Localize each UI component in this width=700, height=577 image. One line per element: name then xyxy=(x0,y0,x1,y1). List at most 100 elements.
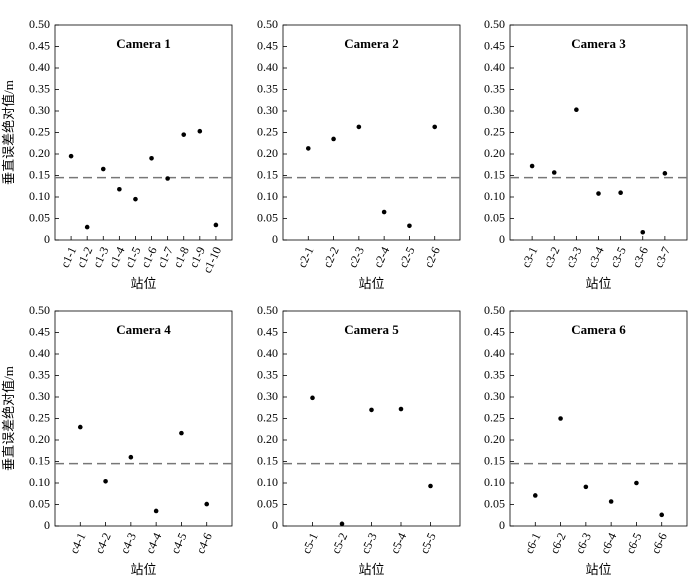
x-axis-label: 站位 xyxy=(130,276,156,291)
y-tick-label: 0.25 xyxy=(257,124,278,138)
y-tick-label: 0.25 xyxy=(484,410,505,424)
y-tick-label: 0.50 xyxy=(257,303,278,317)
point xyxy=(532,493,538,498)
x-tick-label: c2-5 xyxy=(396,245,418,270)
y-tick-label: 0.30 xyxy=(484,103,505,117)
point xyxy=(68,153,74,159)
x-tick-label: c2-2 xyxy=(320,245,342,270)
point xyxy=(165,176,170,181)
y-tick-label: 0.10 xyxy=(484,475,505,489)
y-tick-label: 0.05 xyxy=(257,496,278,510)
plot-frame xyxy=(282,24,461,241)
x-tick-label: c5-4 xyxy=(388,531,410,556)
x-axis-label: 站位 xyxy=(358,276,384,291)
y-tick-label: 0.50 xyxy=(484,303,505,317)
y-tick-label: 0.20 xyxy=(29,146,50,160)
x-tick-label: c6-1 xyxy=(522,531,544,556)
y-tick-label: 0.15 xyxy=(484,453,505,467)
y-tick-label: 0.10 xyxy=(484,189,505,203)
point xyxy=(369,407,374,413)
x-tick-label: c4-6 xyxy=(193,531,215,556)
y-tick-label: 0.50 xyxy=(29,17,50,31)
plot-frame xyxy=(282,310,461,527)
y-tick-label: 0 xyxy=(272,232,278,246)
point xyxy=(432,124,438,130)
point xyxy=(77,424,83,430)
y-tick-label: 0.35 xyxy=(29,367,50,381)
y-tick-label: 0.45 xyxy=(29,324,50,338)
y-tick-label: 0.45 xyxy=(29,38,50,52)
point xyxy=(204,501,210,507)
y-tick-label: 0.20 xyxy=(257,432,278,446)
y-tick-label: 0.05 xyxy=(484,210,505,224)
y-tick-label: 0.35 xyxy=(29,81,50,95)
y-tick-label: 0.35 xyxy=(257,81,278,95)
y-tick-label: 0.35 xyxy=(257,367,278,381)
x-tick-label: c4-3 xyxy=(117,531,139,556)
point xyxy=(181,132,187,137)
y-tick-label: 0.40 xyxy=(484,60,505,74)
y-tick-label: 0.25 xyxy=(29,410,50,424)
y-tick-label: 0.10 xyxy=(29,189,50,203)
y-tick-label: 0.30 xyxy=(29,103,50,117)
point xyxy=(213,222,219,228)
x-tick-label: c6-6 xyxy=(648,531,670,556)
y-tick-label: 0.15 xyxy=(29,167,50,181)
y-tick-label: 0.10 xyxy=(257,189,278,203)
point xyxy=(310,395,315,401)
x-axis-label: 站位 xyxy=(358,562,384,577)
point xyxy=(133,196,138,202)
x-axis-label: 站位 xyxy=(585,562,611,577)
x-tick-label: c5-3 xyxy=(358,531,380,556)
point xyxy=(179,430,184,436)
y-tick-label: 0 xyxy=(499,518,505,532)
x-tick-label: c3-7 xyxy=(651,245,673,270)
y-tick-label: 0.05 xyxy=(257,210,278,224)
point xyxy=(103,478,108,484)
point xyxy=(381,209,387,215)
point xyxy=(128,454,134,460)
point xyxy=(428,483,433,489)
point xyxy=(398,406,404,412)
y-tick-label: 0.40 xyxy=(29,60,50,74)
x-tick-label: c3-2 xyxy=(541,245,563,270)
subplot-title: Camera 4 xyxy=(116,322,171,337)
y-tick-label: 0.30 xyxy=(484,389,505,403)
y-tick-label: 0.25 xyxy=(257,410,278,424)
y-tick-label: 0.35 xyxy=(484,367,505,381)
y-tick-label: 0.30 xyxy=(257,103,278,117)
point xyxy=(583,484,589,490)
x-tick-label: c3-1 xyxy=(519,245,541,270)
y-tick-label: 0.05 xyxy=(29,210,50,224)
x-tick-label: c2-3 xyxy=(345,245,367,270)
point xyxy=(149,156,154,161)
y-tick-label: 0.40 xyxy=(257,346,278,360)
y-tick-label: 0.15 xyxy=(484,167,505,181)
y-tick-label: 0.45 xyxy=(484,38,505,52)
y-tick-label: 0.05 xyxy=(29,496,50,510)
subplot-title: Camera 1 xyxy=(116,36,171,51)
x-tick-label: c2-6 xyxy=(421,245,443,270)
y-tick-label: 0.50 xyxy=(257,17,278,31)
y-tick-label: 0.20 xyxy=(484,146,505,160)
y-tick-label: 0.35 xyxy=(484,81,505,95)
y-tick-label: 0.15 xyxy=(257,453,278,467)
x-tick-label: c3-3 xyxy=(563,245,585,270)
y-tick-label: 0.15 xyxy=(29,453,50,467)
y-tick-label: 0.20 xyxy=(257,146,278,160)
point xyxy=(117,186,122,192)
point xyxy=(197,128,203,134)
y-tick-label: 0.40 xyxy=(484,346,505,360)
y-tick-label: 0.30 xyxy=(257,389,278,403)
x-tick-label: c6-2 xyxy=(547,531,569,556)
point xyxy=(640,229,646,235)
point xyxy=(558,416,563,421)
point xyxy=(529,163,535,169)
point xyxy=(407,223,412,229)
point xyxy=(356,124,362,130)
subplot-title: Camera 5 xyxy=(344,322,399,337)
y-tick-label: 0.25 xyxy=(29,124,50,138)
point xyxy=(305,146,311,151)
y-axis-label: 垂直误差绝对值/m xyxy=(1,366,16,471)
